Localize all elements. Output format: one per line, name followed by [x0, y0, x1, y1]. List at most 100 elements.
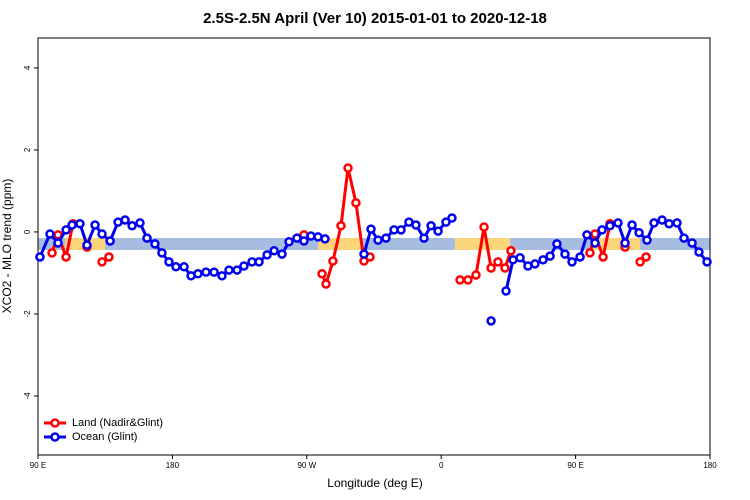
y-tick-label: -2 — [23, 310, 32, 318]
point — [545, 251, 555, 261]
point — [447, 213, 457, 223]
point — [479, 222, 489, 232]
point — [590, 238, 600, 248]
point — [567, 257, 577, 267]
x-tick-label: 90 W — [297, 461, 316, 470]
point — [627, 220, 637, 230]
point — [120, 215, 130, 225]
point — [582, 230, 592, 240]
point — [426, 221, 436, 231]
point — [343, 163, 353, 173]
point — [47, 248, 57, 258]
point — [104, 252, 114, 262]
point — [150, 239, 160, 249]
point — [679, 233, 689, 243]
point — [463, 275, 473, 285]
y-tick-label: 2 — [23, 147, 32, 152]
point — [366, 224, 376, 234]
point — [441, 217, 451, 227]
point — [90, 220, 100, 230]
point — [193, 269, 203, 279]
point — [97, 257, 107, 267]
point — [67, 220, 77, 230]
point — [585, 248, 595, 258]
y-tick-label: 0 — [23, 229, 32, 234]
point — [254, 257, 264, 267]
x-tick-label: 180 — [166, 461, 180, 470]
y-tick-label: 4 — [23, 65, 32, 70]
point — [687, 238, 697, 248]
point — [552, 239, 562, 249]
point — [500, 263, 510, 273]
x-axis-label: Longitude (deg E) — [327, 476, 422, 490]
legend-label: Ocean (Glint) — [72, 431, 137, 443]
point — [299, 236, 309, 246]
point — [486, 316, 496, 326]
y-tick-label: -4 — [23, 392, 32, 400]
point — [641, 252, 651, 262]
point — [232, 265, 242, 275]
point — [538, 255, 548, 265]
point — [35, 252, 45, 262]
point — [635, 257, 645, 267]
point — [97, 229, 107, 239]
point — [515, 253, 525, 263]
x-tick-label: 90 E — [30, 461, 46, 470]
point — [493, 257, 503, 267]
point — [605, 221, 615, 231]
point — [649, 218, 659, 228]
plot-frame — [37, 37, 711, 456]
point — [694, 247, 704, 257]
point — [269, 246, 279, 256]
point — [45, 229, 55, 239]
legend-marker — [50, 418, 60, 428]
point — [262, 250, 272, 260]
ocean-band — [38, 238, 710, 250]
point — [597, 225, 607, 235]
point — [201, 267, 211, 277]
point — [82, 240, 92, 250]
point — [506, 246, 516, 256]
point — [179, 262, 189, 272]
point — [486, 263, 496, 273]
point — [455, 275, 465, 285]
point — [419, 233, 429, 243]
point — [396, 225, 406, 235]
x-tick-label: 0 — [439, 461, 444, 470]
point — [433, 226, 443, 236]
point — [664, 218, 674, 229]
point — [642, 235, 652, 245]
point — [105, 236, 115, 246]
point — [239, 261, 249, 271]
point — [317, 269, 327, 279]
point — [359, 249, 369, 259]
x-tick-label: 180 — [703, 461, 717, 470]
point — [598, 252, 608, 262]
point — [620, 238, 630, 248]
point — [277, 249, 287, 259]
point — [373, 235, 383, 245]
point — [135, 218, 145, 228]
point — [328, 256, 338, 266]
point — [672, 218, 682, 228]
point — [613, 218, 623, 228]
point — [75, 218, 85, 229]
point — [142, 233, 152, 243]
point — [171, 262, 181, 272]
x-tick-label: 90 E — [567, 461, 583, 470]
point — [471, 270, 481, 280]
point — [657, 215, 667, 225]
point — [501, 286, 511, 296]
point — [634, 228, 644, 238]
point — [351, 198, 361, 208]
point — [164, 257, 174, 267]
point — [217, 271, 227, 281]
point — [336, 221, 346, 231]
point — [321, 279, 331, 289]
point — [575, 252, 585, 262]
point — [284, 237, 294, 247]
point — [127, 221, 137, 231]
legend-label: Land (Nadir&Glint) — [72, 417, 163, 429]
